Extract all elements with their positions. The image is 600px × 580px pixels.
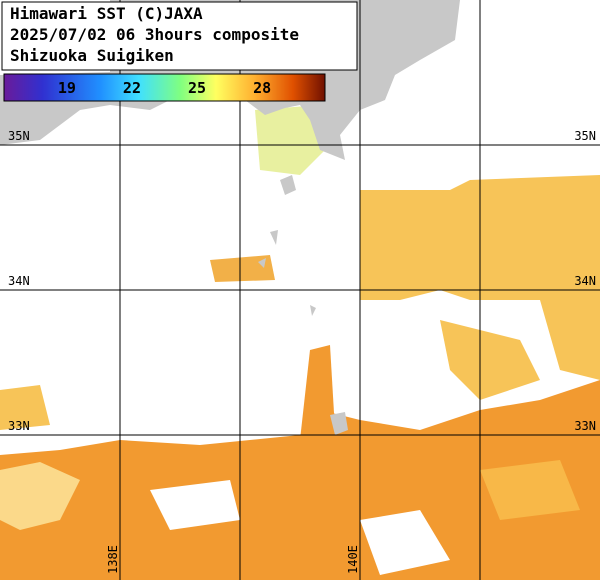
lat-label: 35N bbox=[574, 129, 596, 143]
header-line: Himawari SST (C)JAXA bbox=[10, 4, 203, 23]
colorbar-label: 25 bbox=[188, 79, 206, 97]
lat-label: 33N bbox=[8, 419, 30, 433]
colorbar-label: 22 bbox=[123, 79, 141, 97]
lat-label: 33N bbox=[574, 419, 596, 433]
lat-label: 34N bbox=[574, 274, 596, 288]
header-background bbox=[1, 1, 358, 71]
header-line: 2025/07/02 06 3hours composite bbox=[10, 25, 299, 44]
lon-label: 138E bbox=[106, 545, 120, 574]
lat-label: 34N bbox=[8, 274, 30, 288]
sst-field bbox=[0, 105, 600, 580]
header-line: Shizuoka Suigiken bbox=[10, 46, 174, 65]
colorbar-ticks: 19 22 25 28 bbox=[58, 79, 271, 97]
colorbar-label: 19 bbox=[58, 79, 76, 97]
colorbar bbox=[3, 73, 326, 102]
lat-label: 35N bbox=[8, 129, 30, 143]
lon-label: 140E bbox=[346, 545, 360, 574]
colorbar-label: 28 bbox=[253, 79, 271, 97]
header-box: Himawari SST (C)JAXA 2025/07/02 06 3hour… bbox=[1, 1, 358, 71]
